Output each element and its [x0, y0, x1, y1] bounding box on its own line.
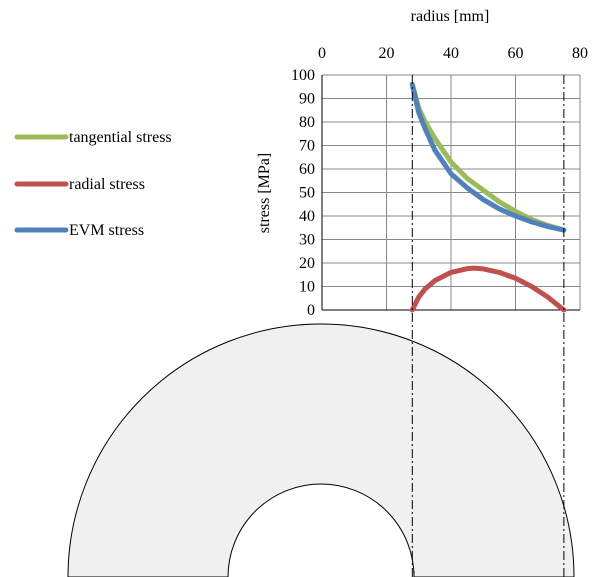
x-tick-label: 80 — [572, 45, 588, 62]
y-tick-label: 60 — [299, 161, 315, 178]
chart-grid — [321, 74, 581, 311]
x-axis-title: radius [mm] — [411, 8, 490, 25]
y-tick-label: 40 — [299, 208, 315, 225]
y-tick-label: 80 — [299, 114, 315, 131]
legend-entry: EVM stress — [14, 222, 144, 239]
x-tick-label: 0 — [318, 45, 326, 62]
y-tick-label: 30 — [299, 232, 315, 249]
legend-entry: tangential stress — [14, 129, 172, 146]
chart-tick-labels: 0 20 40 60 80 0 10 20 30 40 50 60 70 80 90 100 — [291, 45, 588, 319]
ring-cross-section — [67, 323, 575, 577]
y-tick-label: 0 — [307, 302, 315, 319]
x-tick-label: 40 — [443, 45, 459, 62]
series-line-1 — [409, 265, 567, 313]
chart-series — [409, 81, 567, 313]
series-line-0 — [409, 81, 567, 233]
y-axis-title: stress [MPa] — [256, 153, 273, 233]
y-tick-label: 90 — [299, 91, 315, 108]
legend-label: tangential stress — [69, 129, 172, 146]
y-tick-label: 70 — [299, 138, 315, 155]
y-tick-label: 100 — [291, 67, 315, 84]
x-tick-label: 60 — [508, 45, 524, 62]
y-tick-label: 20 — [299, 255, 315, 272]
legend-label: EVM stress — [69, 222, 144, 239]
x-tick-label: 20 — [379, 45, 395, 62]
ring-body — [67, 323, 575, 577]
legend-entry: radial stress — [14, 176, 145, 193]
y-tick-label: 10 — [299, 279, 315, 296]
legend-label: radial stress — [69, 176, 145, 193]
radius-guide-lines — [411, 75, 565, 577]
series-line-2 — [409, 81, 567, 233]
y-tick-label: 50 — [299, 185, 315, 202]
chart-legend: tangential stress radial stress EVM stress — [14, 129, 172, 239]
